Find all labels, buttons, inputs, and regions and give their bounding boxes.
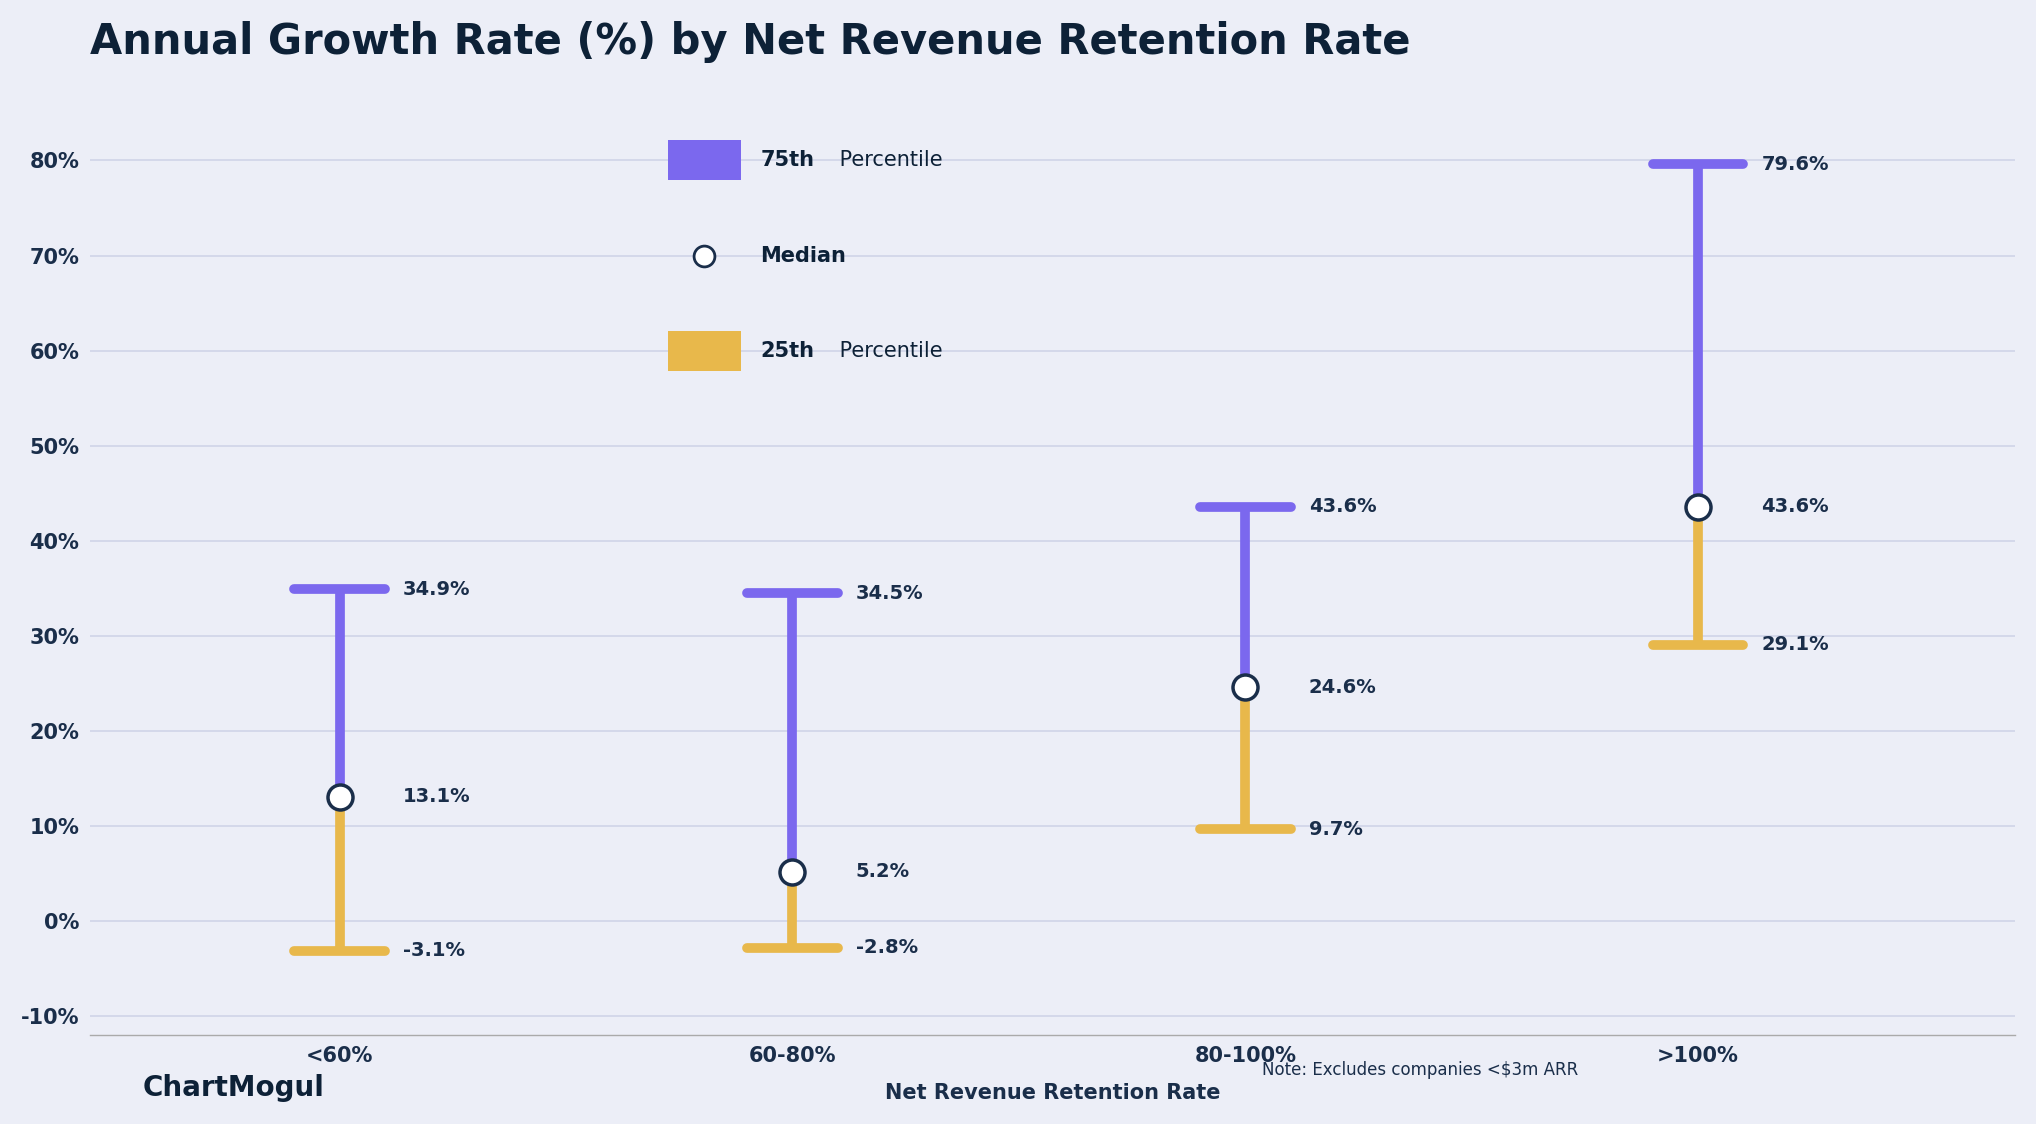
Text: -2.8%: -2.8%: [855, 939, 918, 958]
Text: 79.6%: 79.6%: [1761, 155, 1828, 174]
FancyBboxPatch shape: [668, 140, 741, 181]
Text: Note: Excludes companies <$3m ARR: Note: Excludes companies <$3m ARR: [1262, 1061, 1578, 1079]
Text: 25th: 25th: [759, 341, 814, 361]
Text: 29.1%: 29.1%: [1761, 635, 1828, 654]
Text: 13.1%: 13.1%: [403, 787, 470, 806]
X-axis label: Net Revenue Retention Rate: Net Revenue Retention Rate: [886, 1084, 1220, 1103]
Text: Annual Growth Rate (%) by Net Revenue Retention Rate: Annual Growth Rate (%) by Net Revenue Re…: [90, 21, 1411, 63]
Text: 43.6%: 43.6%: [1309, 497, 1376, 516]
Text: 34.9%: 34.9%: [403, 580, 470, 599]
Text: 75th: 75th: [759, 151, 814, 171]
Text: Percentile: Percentile: [833, 151, 943, 171]
Text: Percentile: Percentile: [833, 341, 943, 361]
Text: 43.6%: 43.6%: [1761, 497, 1828, 516]
Text: Median: Median: [759, 245, 847, 265]
Text: 24.6%: 24.6%: [1309, 678, 1376, 697]
Text: 5.2%: 5.2%: [855, 862, 910, 881]
Text: 9.7%: 9.7%: [1309, 819, 1362, 839]
Text: ChartMogul: ChartMogul: [143, 1073, 324, 1102]
Text: -3.1%: -3.1%: [403, 941, 464, 960]
FancyBboxPatch shape: [668, 330, 741, 371]
Text: 34.5%: 34.5%: [855, 583, 924, 602]
